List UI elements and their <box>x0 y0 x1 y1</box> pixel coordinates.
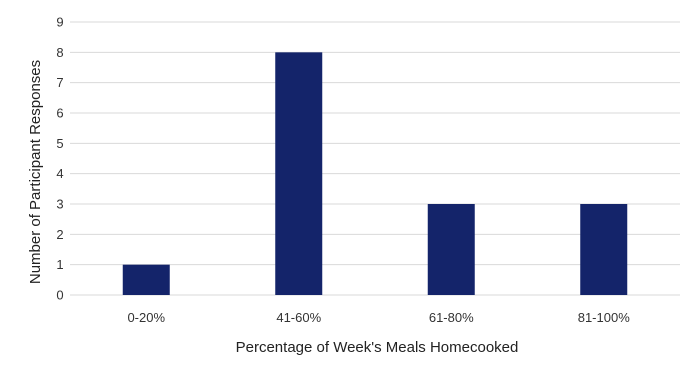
y-tick-label: 5 <box>56 136 63 151</box>
gridlines <box>70 21 680 296</box>
y-tick-label: 0 <box>56 288 63 303</box>
bars <box>122 52 628 296</box>
y-tick-label: 1 <box>56 257 63 272</box>
x-tick-label: 61-80% <box>429 310 474 325</box>
x-tick-label: 0-20% <box>127 310 165 325</box>
y-tick-label: 6 <box>56 106 63 121</box>
x-axis-title: Percentage of Week's Meals Homecooked <box>236 339 519 356</box>
x-tick-label: 41-60% <box>276 310 321 325</box>
bar-81-100% <box>580 204 628 295</box>
y-tick-label: 2 <box>56 227 63 242</box>
y-tick-label: 8 <box>56 45 63 60</box>
x-axis-ticks: 0-20% 41-60% 61-80% 81-100% <box>127 310 630 325</box>
y-axis-title: Number of Participant Responses <box>27 60 44 284</box>
y-axis-ticks: 0 1 2 3 4 5 6 7 8 9 <box>56 15 63 303</box>
bar-61-80% <box>427 204 475 295</box>
y-tick-label: 4 <box>56 166 63 181</box>
y-tick-label: 7 <box>56 75 63 90</box>
y-tick-label: 3 <box>56 197 63 212</box>
x-tick-label: 81-100% <box>578 310 630 325</box>
bar-0-20% <box>122 264 170 295</box>
y-tick-label: 9 <box>56 15 63 30</box>
bar-41-60% <box>275 52 323 296</box>
